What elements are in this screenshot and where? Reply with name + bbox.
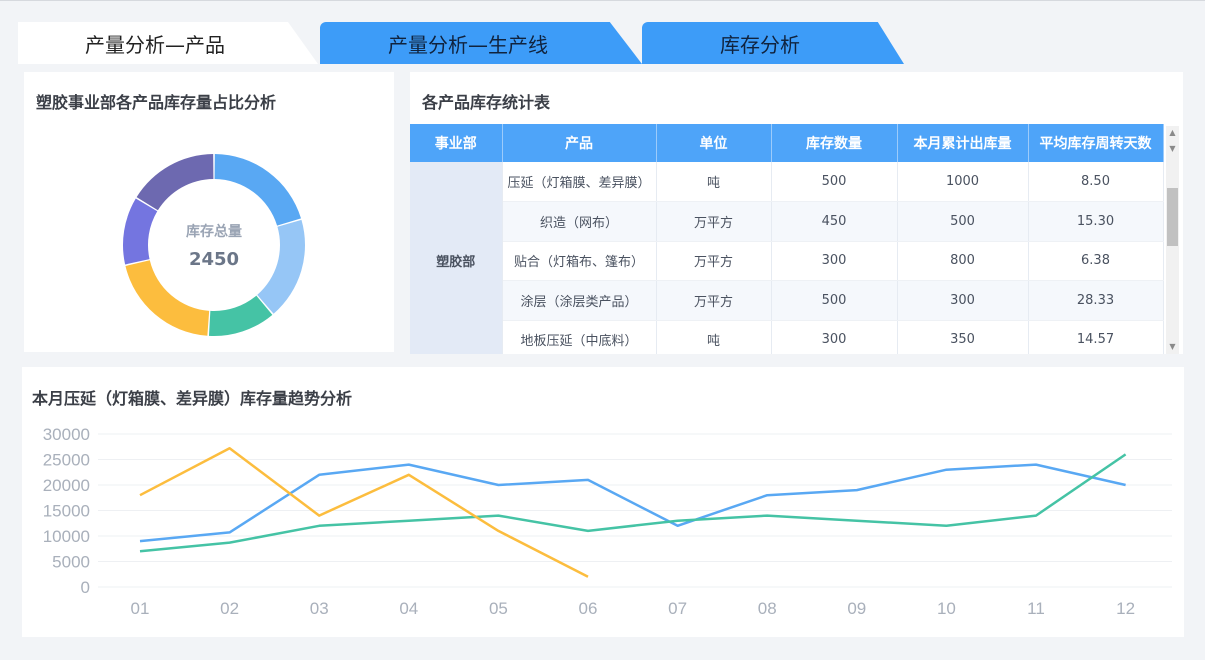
table-row: 贴合（灯箱布、篷布） 万平方 300 800 6.38 bbox=[410, 241, 1164, 281]
y-tick-label: 20000 bbox=[43, 476, 90, 495]
out-cell: 350 bbox=[897, 320, 1029, 354]
tab-line-output[interactable]: 产量分析—生产线 bbox=[320, 22, 642, 64]
stock-cell: 300 bbox=[771, 320, 898, 354]
turnover-cell: 6.38 bbox=[1028, 241, 1164, 281]
scroll-down-small-arrow-icon[interactable]: ▼ bbox=[1169, 144, 1176, 153]
series-line[interactable] bbox=[139, 447, 589, 578]
x-tick-label: 06 bbox=[579, 599, 598, 618]
stock-cell: 300 bbox=[771, 241, 898, 281]
stock-cell: 450 bbox=[771, 201, 898, 242]
y-tick-label: 10000 bbox=[43, 527, 90, 546]
y-tick-label: 0 bbox=[81, 578, 90, 597]
header-product[interactable]: 产品 bbox=[502, 124, 657, 162]
table-header-row: 事业部 产品 单位 库存数量 本月累计出库量 平均库存周转天数 bbox=[410, 124, 1164, 162]
stock-cell: 500 bbox=[771, 280, 898, 321]
donut-slice[interactable] bbox=[257, 219, 305, 314]
inventory-table-area: 事业部 产品 单位 库存数量 本月累计出库量 平均库存周转天数 塑胶部 压延（灯… bbox=[410, 124, 1180, 354]
line-card-title: 本月压延（灯箱膜、差异膜）库存量趋势分析 bbox=[32, 389, 353, 408]
table-card: 各产品库存统计表 事业部 产品 单位 库存数量 本月累计出库量 平均库存周转天数… bbox=[410, 72, 1183, 354]
unit-cell: 吨 bbox=[656, 162, 772, 202]
table-row: 塑胶部 压延（灯箱膜、差异膜） 吨 500 1000 8.50 bbox=[410, 162, 1164, 354]
turnover-cell: 15.30 bbox=[1028, 201, 1164, 242]
tab-label: 产量分析—产品 bbox=[85, 32, 225, 57]
tab-label: 库存分析 bbox=[720, 32, 800, 57]
table-card-title: 各产品库存统计表 bbox=[422, 93, 551, 112]
inventory-table: 事业部 产品 单位 库存数量 本月累计出库量 平均库存周转天数 塑胶部 压延（灯… bbox=[410, 124, 1164, 354]
y-tick-label: 30000 bbox=[43, 425, 90, 444]
out-cell: 800 bbox=[897, 241, 1029, 281]
donut-card: 塑胶事业部各产品库存量占比分析 库存总量 2450 bbox=[24, 72, 394, 352]
series-line[interactable] bbox=[139, 453, 1127, 553]
donut-center-label: 库存总量 bbox=[186, 223, 242, 240]
donut-chart: 库存总量 2450 bbox=[114, 145, 314, 345]
table-row: 织造（网布） 万平方 450 500 15.30 bbox=[410, 201, 1164, 242]
table-row: 涂层（涂层类产品） 万平方 500 300 28.33 bbox=[410, 280, 1164, 321]
scroll-up-arrow-icon[interactable]: ▲ bbox=[1169, 128, 1176, 137]
out-cell: 1000 bbox=[897, 162, 1029, 202]
scroll-thumb[interactable] bbox=[1167, 188, 1178, 246]
line-card: 本月压延（灯箱膜、差异膜）库存量趋势分析 30000 25000 20000 1500… bbox=[22, 367, 1184, 637]
out-cell: 500 bbox=[897, 201, 1029, 242]
top-border bbox=[0, 0, 1205, 1]
header-dept[interactable]: 事业部 bbox=[410, 124, 503, 162]
donut-slice[interactable] bbox=[125, 260, 210, 336]
y-tick-label: 15000 bbox=[43, 502, 90, 521]
tab-inventory[interactable]: 库存分析 bbox=[642, 22, 904, 64]
x-tick-label: 01 bbox=[131, 599, 150, 618]
x-tick-label: 08 bbox=[758, 599, 777, 618]
tab-label: 产量分析—生产线 bbox=[388, 32, 548, 57]
donut-card-title: 塑胶事业部各产品库存量占比分析 bbox=[36, 93, 277, 112]
line-chart-svg: 30000 25000 20000 15000 10000 5000 0 01 02 03 04 05… bbox=[43, 425, 1172, 618]
header-monthly-out[interactable]: 本月累计出库量 bbox=[897, 124, 1029, 162]
tab-product-output[interactable]: 产量分析—产品 bbox=[18, 22, 318, 64]
unit-cell: 吨 bbox=[656, 320, 772, 354]
product-cell: 贴合（灯箱布、篷布） bbox=[502, 241, 657, 281]
table-row: 地板压延（中底料） 吨 300 350 14.57 bbox=[410, 320, 1164, 354]
out-cell: 300 bbox=[897, 280, 1029, 321]
tab-bar: 产量分析—产品 产量分析—生产线 库存分析 bbox=[18, 22, 918, 64]
x-tick-label: 12 bbox=[1116, 599, 1135, 618]
unit-cell: 万平方 bbox=[656, 280, 772, 321]
y-tick-label: 25000 bbox=[43, 451, 90, 470]
series-line[interactable] bbox=[139, 463, 1126, 543]
table-scrollbar[interactable]: ▲ ▼ ▼ bbox=[1166, 126, 1179, 354]
header-unit[interactable]: 单位 bbox=[656, 124, 772, 162]
x-tick-label: 07 bbox=[668, 599, 687, 618]
header-stock-qty[interactable]: 库存数量 bbox=[771, 124, 898, 162]
x-tick-label: 10 bbox=[937, 599, 956, 618]
donut-slice[interactable] bbox=[123, 198, 158, 265]
x-tick-label: 05 bbox=[489, 599, 508, 618]
product-cell: 涂层（涂层类产品） bbox=[502, 280, 657, 321]
scroll-down-arrow-icon[interactable]: ▼ bbox=[1169, 342, 1176, 351]
x-tick-label: 04 bbox=[399, 599, 418, 618]
donut-center: 库存总量 2450 bbox=[114, 145, 314, 345]
product-cell: 压延（灯箱膜、差异膜） bbox=[502, 162, 657, 202]
turnover-cell: 28.33 bbox=[1028, 280, 1164, 321]
donut-center-value: 2450 bbox=[188, 248, 240, 270]
product-cell: 地板压延（中底料） bbox=[502, 320, 657, 354]
turnover-cell: 14.57 bbox=[1028, 320, 1164, 354]
donut-svg bbox=[123, 154, 305, 336]
x-tick-label: 03 bbox=[310, 599, 329, 618]
x-tick-label: 11 bbox=[1027, 599, 1045, 618]
y-tick-label: 5000 bbox=[52, 553, 90, 572]
donut-slice[interactable] bbox=[136, 154, 214, 211]
header-turnover-days[interactable]: 平均库存周转天数 bbox=[1028, 124, 1164, 162]
x-tick-label: 09 bbox=[847, 599, 866, 618]
dept-cell: 塑胶部 bbox=[410, 162, 503, 354]
x-tick-label: 02 bbox=[220, 599, 239, 618]
donut-slice[interactable] bbox=[208, 295, 273, 336]
donut-slice[interactable] bbox=[214, 154, 302, 226]
unit-cell: 万平方 bbox=[656, 241, 772, 281]
unit-cell: 万平方 bbox=[656, 201, 772, 242]
stock-cell: 500 bbox=[771, 162, 898, 202]
product-cell: 织造（网布） bbox=[502, 201, 657, 242]
turnover-cell: 8.50 bbox=[1028, 162, 1164, 202]
